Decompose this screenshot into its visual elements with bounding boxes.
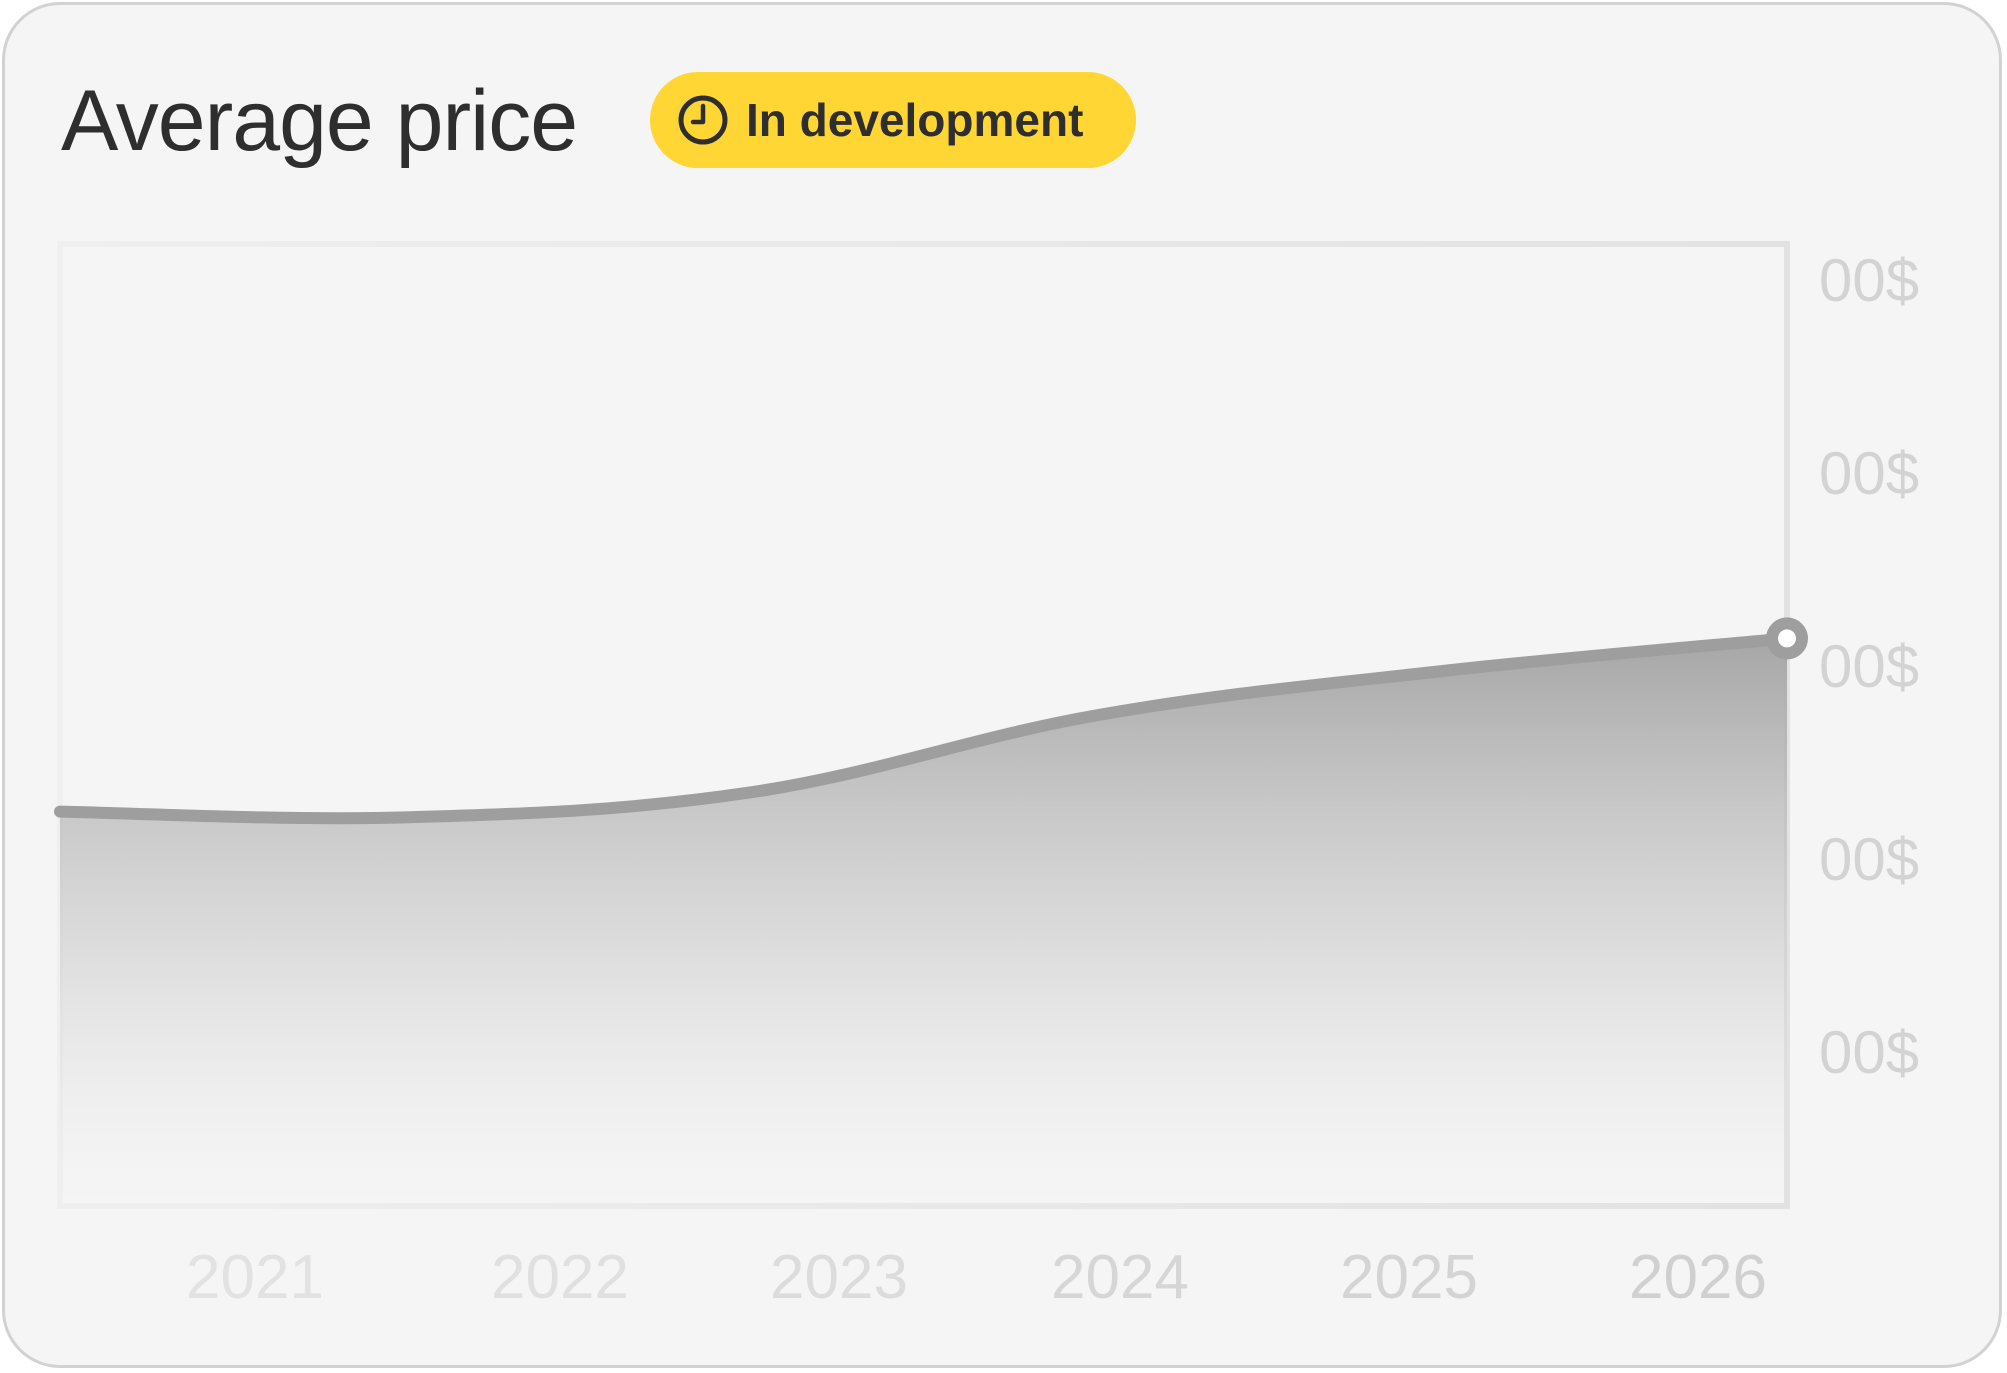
y-tick-label: 00$ — [1819, 440, 1919, 507]
chart-area — [60, 638, 1787, 1206]
x-tick-label: 2025 — [1340, 1243, 1478, 1312]
x-axis-ticks: 2021 2022 2023 2024 2025 2026 — [186, 1243, 1767, 1312]
y-tick-label: 00$ — [1819, 247, 1919, 314]
chart-line — [54, 632, 1793, 825]
y-tick-label: 00$ — [1819, 1019, 1919, 1086]
status-badge-label: In development — [746, 94, 1084, 146]
x-tick-label: 2023 — [770, 1243, 908, 1312]
clock-icon — [678, 95, 728, 145]
page-title: Average price — [61, 73, 578, 169]
x-tick-label: 2024 — [1051, 1243, 1189, 1312]
y-axis-ticks: 00$ 00$ 00$ 00$ 00$ — [1819, 247, 1919, 1086]
end-point-marker-center — [1778, 629, 1796, 648]
area-fill — [60, 638, 1787, 1206]
chart-points — [1766, 617, 1808, 660]
status-badge: In development — [650, 72, 1136, 168]
x-tick-label: 2021 — [186, 1243, 324, 1312]
y-tick-label: 00$ — [1819, 633, 1919, 700]
y-tick-label: 00$ — [1819, 826, 1919, 893]
series-line — [54, 632, 1793, 825]
x-tick-label: 2026 — [1629, 1243, 1767, 1312]
x-tick-label: 2022 — [491, 1243, 629, 1312]
